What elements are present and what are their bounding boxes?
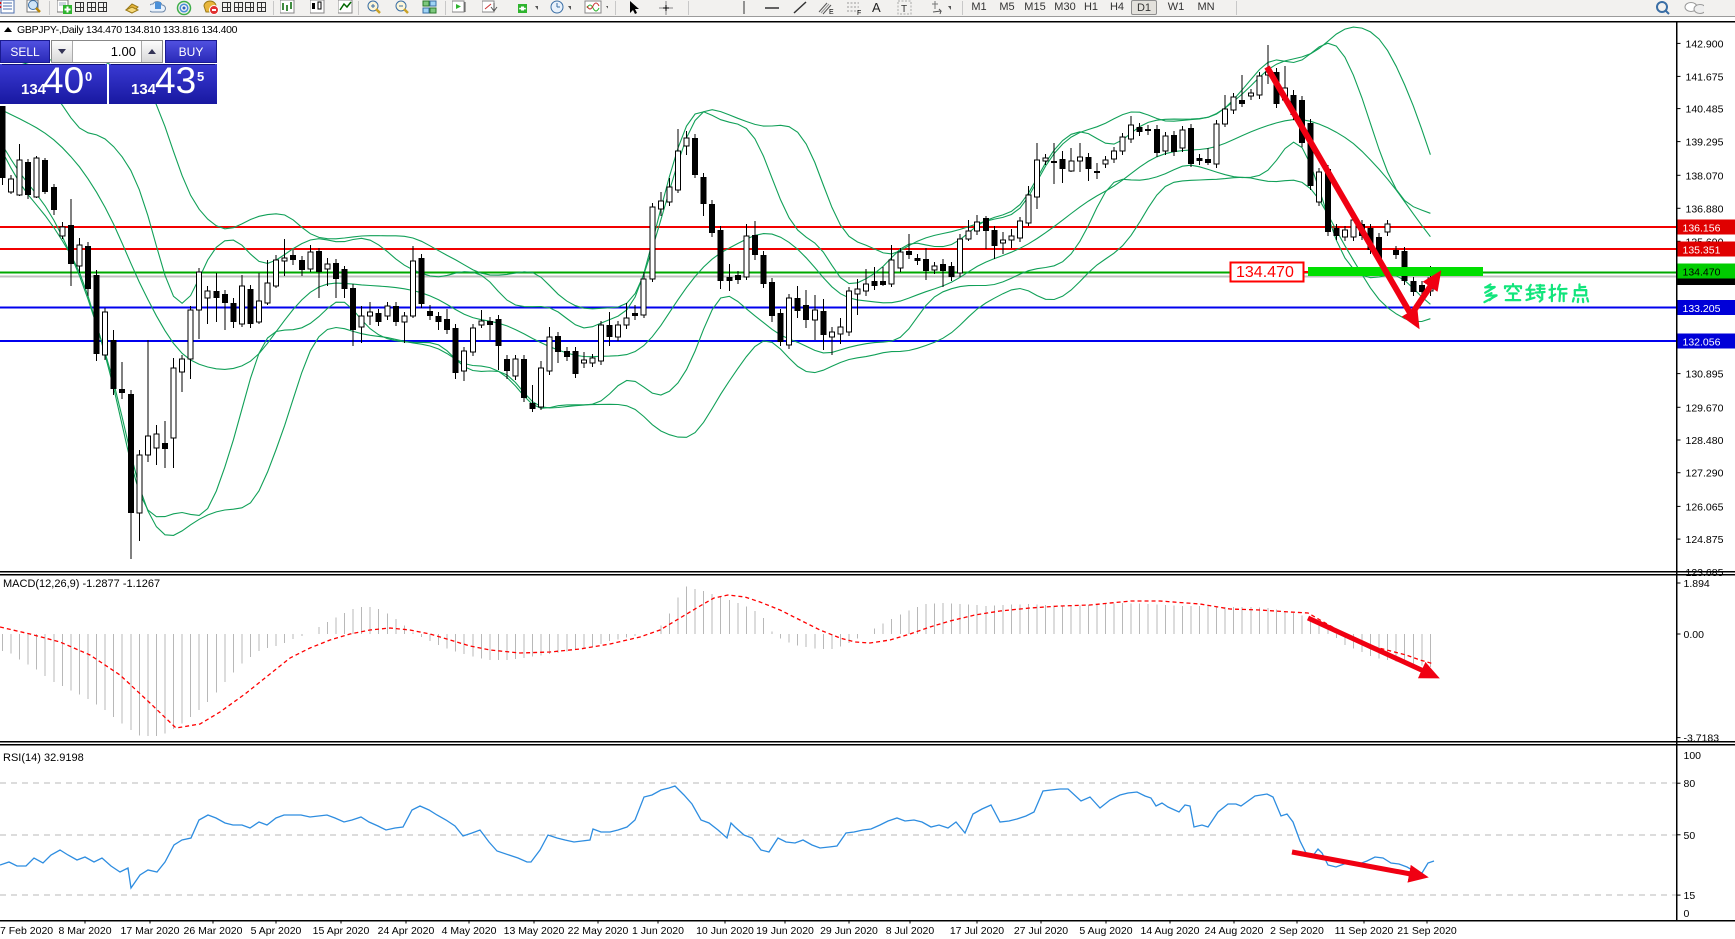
svg-text:27 Jul 2020: 27 Jul 2020 bbox=[1014, 925, 1068, 937]
svg-text:5 Aug 2020: 5 Aug 2020 bbox=[1079, 925, 1132, 937]
svg-text:8 Jul 2020: 8 Jul 2020 bbox=[886, 925, 935, 937]
svg-text:7 Feb 2020: 7 Feb 2020 bbox=[0, 925, 53, 937]
svg-text:134.470: 134.470 bbox=[1236, 264, 1294, 281]
svg-text:4 May 2020: 4 May 2020 bbox=[442, 925, 497, 937]
svg-text:80: 80 bbox=[1684, 778, 1696, 790]
svg-text:1.894: 1.894 bbox=[1684, 578, 1710, 590]
svg-text:29 Jun 2020: 29 Jun 2020 bbox=[820, 925, 878, 937]
svg-text:17 Jul 2020: 17 Jul 2020 bbox=[950, 925, 1004, 937]
svg-text:134.470: 134.470 bbox=[1683, 267, 1721, 279]
svg-text:19 Jun 2020: 19 Jun 2020 bbox=[756, 925, 814, 937]
svg-text:128.480: 128.480 bbox=[1686, 435, 1724, 447]
svg-text:T: T bbox=[901, 4, 907, 15]
svg-text:15 Apr 2020: 15 Apr 2020 bbox=[313, 925, 370, 937]
svg-text:0: 0 bbox=[1684, 908, 1690, 920]
svg-text:RSI(14) 32.9198: RSI(14) 32.9198 bbox=[3, 752, 84, 764]
svg-text:129.670: 129.670 bbox=[1686, 402, 1724, 414]
svg-text:133.205: 133.205 bbox=[1683, 303, 1721, 315]
svg-text:5 Apr 2020: 5 Apr 2020 bbox=[251, 925, 302, 937]
svg-text:MACD(12,26,9) -1.2877 -1.1267: MACD(12,26,9) -1.2877 -1.1267 bbox=[3, 578, 160, 590]
svg-text:21 Sep 2020: 21 Sep 2020 bbox=[1397, 925, 1457, 937]
svg-text:17 Mar 2020: 17 Mar 2020 bbox=[121, 925, 180, 937]
svg-text:-3.7183: -3.7183 bbox=[1684, 733, 1720, 745]
svg-text:0.00: 0.00 bbox=[1684, 629, 1705, 641]
svg-text:2 Sep 2020: 2 Sep 2020 bbox=[1270, 925, 1324, 937]
svg-text:8 Mar 2020: 8 Mar 2020 bbox=[58, 925, 111, 937]
svg-text:10 Jun 2020: 10 Jun 2020 bbox=[696, 925, 754, 937]
svg-text:E: E bbox=[829, 9, 834, 16]
svg-text:139.295: 139.295 bbox=[1686, 137, 1724, 149]
svg-text:100: 100 bbox=[1684, 750, 1702, 762]
svg-text:11 Sep 2020: 11 Sep 2020 bbox=[1335, 925, 1394, 937]
svg-text:138.070: 138.070 bbox=[1686, 170, 1724, 182]
svg-text:124.875: 124.875 bbox=[1686, 534, 1724, 546]
svg-text:136.156: 136.156 bbox=[1683, 223, 1721, 235]
svg-text:13 May 2020: 13 May 2020 bbox=[504, 925, 565, 937]
svg-text:130.895: 130.895 bbox=[1686, 369, 1724, 381]
svg-text:24 Apr 2020: 24 Apr 2020 bbox=[378, 925, 435, 937]
svg-text:GBPJPY-,Daily 134.470 134.810: GBPJPY-,Daily 134.470 134.810 133.816 13… bbox=[17, 24, 238, 36]
svg-text:123.685: 123.685 bbox=[1686, 567, 1724, 579]
svg-text:136.880: 136.880 bbox=[1686, 203, 1724, 215]
svg-text:24 Aug 2020: 24 Aug 2020 bbox=[1205, 925, 1264, 937]
svg-text:22 May 2020: 22 May 2020 bbox=[568, 925, 629, 937]
svg-text:126.065: 126.065 bbox=[1686, 501, 1724, 513]
svg-text:140.485: 140.485 bbox=[1686, 104, 1724, 116]
svg-text:15: 15 bbox=[1684, 890, 1696, 902]
svg-text:135.351: 135.351 bbox=[1683, 245, 1721, 257]
svg-text:132.056: 132.056 bbox=[1683, 337, 1721, 349]
svg-text:50: 50 bbox=[1684, 830, 1696, 842]
svg-text:26 Mar 2020: 26 Mar 2020 bbox=[184, 925, 243, 937]
svg-text:127.290: 127.290 bbox=[1686, 468, 1724, 480]
svg-text:F: F bbox=[857, 10, 861, 16]
svg-text:141.675: 141.675 bbox=[1686, 71, 1724, 83]
svg-text:1 Jun 2020: 1 Jun 2020 bbox=[632, 925, 684, 937]
svg-text:14 Aug 2020: 14 Aug 2020 bbox=[1141, 925, 1200, 937]
svg-text:142.900: 142.900 bbox=[1686, 38, 1724, 50]
